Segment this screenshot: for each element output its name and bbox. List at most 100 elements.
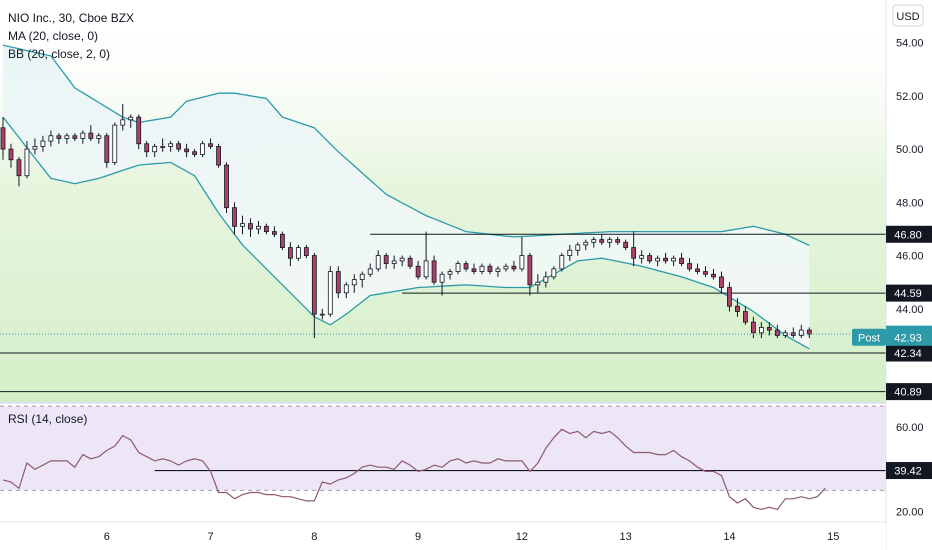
candle: [535, 274, 541, 293]
candle: [639, 250, 645, 264]
candle: [687, 258, 692, 272]
candle-body: [495, 268, 501, 272]
candle: [232, 202, 237, 235]
candle-body: [758, 327, 764, 334]
candle-body: [519, 255, 525, 270]
level-0-badge: [886, 225, 932, 243]
candle-body: [367, 268, 373, 275]
candle-body: [0, 127, 6, 150]
candle: [463, 260, 469, 272]
candle-body: [511, 265, 517, 270]
candle-body: [407, 257, 413, 267]
candle-body: [423, 260, 429, 278]
candle-body: [535, 281, 541, 286]
candle: [647, 252, 653, 264]
candle-body: [695, 268, 700, 272]
candle: [136, 114, 142, 150]
candle-body: [240, 223, 245, 227]
candle: [144, 141, 150, 158]
candle: [272, 226, 277, 237]
candle-body: [80, 132, 86, 139]
time-tick-label: 15: [827, 531, 839, 543]
candle: [335, 266, 341, 299]
candle: [567, 244, 573, 261]
candle-body: [8, 148, 14, 161]
candle: [511, 260, 517, 272]
candle: [407, 255, 413, 269]
candle: [343, 282, 349, 299]
level-1-badge: [886, 284, 932, 302]
candle-body: [647, 255, 653, 262]
candle-body: [48, 135, 54, 142]
candle-body: [112, 124, 118, 163]
candle: [423, 231, 429, 280]
candle: [160, 138, 166, 152]
green-gradient-zone: [0, 0, 886, 402]
candle: [758, 322, 764, 339]
candle-body: [655, 257, 661, 262]
candle: [375, 250, 381, 272]
candle: [72, 133, 78, 142]
legend-bb[interactable]: BB (20, close, 2, 0): [8, 47, 110, 61]
candle-body: [120, 119, 126, 126]
currency-button[interactable]: [892, 4, 924, 27]
time-tick-label: 8: [311, 531, 317, 543]
time-tick-label: 7: [207, 531, 213, 543]
candle-body: [264, 225, 269, 233]
post-market-badge[interactable]: Post: [852, 328, 886, 346]
candle-body: [343, 284, 349, 294]
candle: [383, 252, 389, 269]
candle: [359, 271, 365, 288]
candle: [503, 263, 509, 272]
candle-body: [232, 207, 237, 227]
legend-symbol[interactable]: NIO Inc., 30, Cboe BZX: [8, 11, 134, 25]
candle: [224, 162, 229, 213]
candle-body: [463, 263, 469, 270]
rsi-tick-label: 60.00: [896, 422, 924, 434]
candle-body: [216, 146, 221, 166]
candle-body: [527, 255, 533, 286]
candle: [88, 125, 94, 142]
candle-body: [743, 311, 748, 323]
candle: [623, 239, 629, 251]
candle: [798, 324, 804, 339]
legend-ma[interactable]: MA (20, close, 0): [8, 29, 98, 43]
candle: [56, 133, 62, 144]
price-tick-label: 52.00: [896, 91, 924, 103]
candle-body: [391, 260, 397, 264]
rsi-pane[interactable]: [0, 404, 886, 522]
candle: [543, 271, 549, 288]
candle-body: [208, 143, 213, 147]
candle-body: [184, 148, 190, 153]
chart-legend[interactable]: NIO Inc., 30, Cboe BZX MA (20, close, 0)…: [8, 11, 134, 426]
candle: [311, 252, 317, 339]
candle: [16, 157, 22, 187]
candle-body: [439, 273, 445, 283]
candle-body: [104, 135, 110, 163]
legend-rsi[interactable]: RSI (14, close): [8, 412, 87, 426]
price-pane[interactable]: [0, 0, 886, 402]
level-3-label: 40.89: [894, 387, 922, 399]
candle-body: [790, 332, 796, 336]
candle-body: [192, 151, 197, 155]
price-scale[interactable]: USD 54.00 52.00 50.00 48.00 46.00 44.00 60.00…: [885, 0, 932, 550]
candle: [719, 271, 724, 293]
candle-body: [806, 329, 812, 335]
candle-body: [311, 255, 317, 315]
candle-body: [351, 279, 357, 286]
level-2-badge: [886, 344, 932, 362]
candle-body: [303, 247, 309, 256]
candle: [519, 236, 525, 272]
currency-label: USD: [896, 11, 919, 23]
candle-body: [583, 241, 589, 246]
candle-body: [727, 287, 732, 307]
candle: [766, 322, 772, 336]
candle-body: [287, 247, 293, 259]
price-tick-label: 54.00: [896, 38, 924, 50]
candle-body: [559, 255, 565, 270]
candle: [351, 274, 357, 293]
time-scale[interactable]: 6 7 8 9 12 13 14 15: [0, 521, 886, 550]
candle: [327, 266, 333, 317]
candle: [431, 255, 437, 285]
